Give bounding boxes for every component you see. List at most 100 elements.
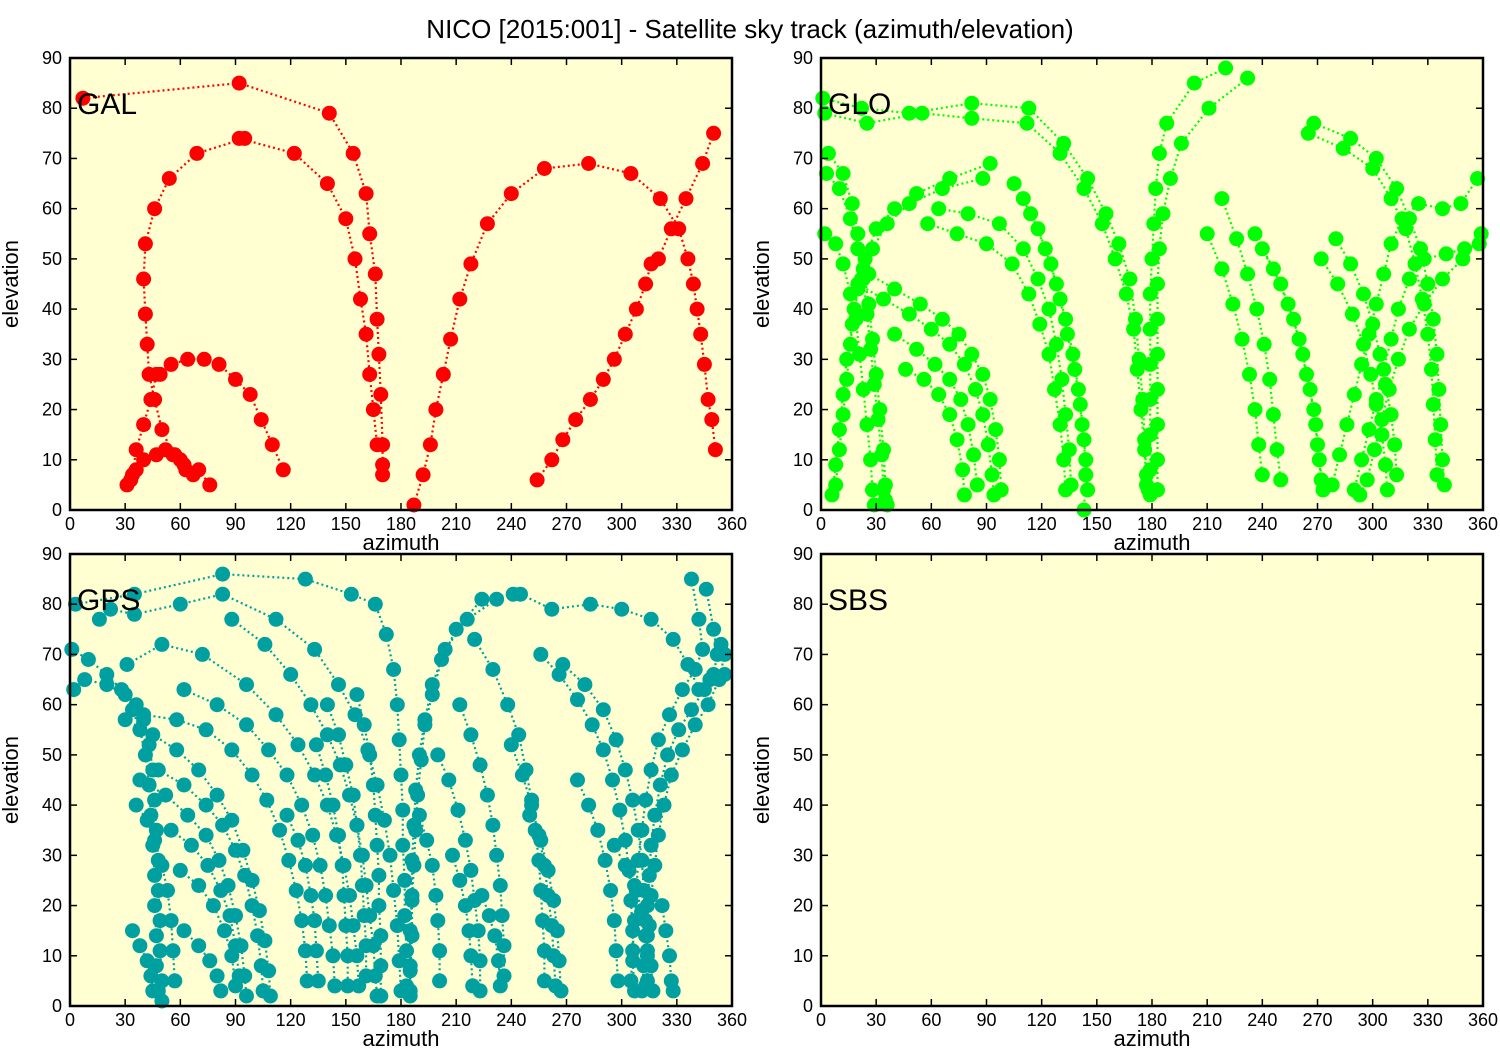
data-point <box>1247 402 1263 418</box>
data-point <box>441 772 457 788</box>
data-point <box>581 797 597 813</box>
y-tick-label: 50 <box>42 745 62 765</box>
data-point <box>1199 226 1215 242</box>
data-point <box>161 171 177 186</box>
data-point <box>189 145 205 161</box>
data-point <box>154 636 170 652</box>
data-point <box>1159 115 1175 131</box>
data-point <box>656 797 672 813</box>
data-point <box>338 757 354 773</box>
y-tick-label: 90 <box>793 544 813 564</box>
data-point <box>268 611 284 627</box>
data-point <box>318 888 334 903</box>
data-point <box>850 276 866 292</box>
data-point <box>1379 482 1395 498</box>
data-point <box>835 407 851 423</box>
data-point <box>820 145 836 161</box>
track-line <box>822 97 1150 491</box>
data-point <box>695 156 711 171</box>
y-tick-label: 50 <box>42 249 62 269</box>
data-point <box>1310 437 1325 453</box>
data-point <box>489 591 505 607</box>
y-tick-label: 0 <box>52 996 62 1016</box>
x-tick-label: 30 <box>866 1010 886 1030</box>
x-tick-label: 300 <box>607 514 637 534</box>
x-tick-label: 120 <box>276 514 306 534</box>
data-point <box>595 702 611 718</box>
y-tick-label: 80 <box>793 594 813 614</box>
data-point <box>1150 382 1165 397</box>
data-point <box>1021 286 1037 302</box>
data-point <box>1151 145 1167 161</box>
data-point <box>1473 226 1489 242</box>
data-point <box>128 797 144 813</box>
panel-title: GAL <box>77 88 137 121</box>
data-point <box>343 586 359 602</box>
x-tick-label: 300 <box>607 1010 637 1030</box>
data-point <box>643 958 659 974</box>
data-point <box>1242 366 1257 382</box>
data-point <box>687 717 703 733</box>
data-point <box>242 387 258 402</box>
data-point <box>228 371 243 387</box>
data-point <box>312 857 328 873</box>
data-point <box>325 797 341 813</box>
data-point <box>1383 407 1399 423</box>
data-point <box>275 462 291 478</box>
x-tick-label: 0 <box>816 1010 826 1030</box>
data-point <box>126 586 142 602</box>
data-point <box>253 958 269 974</box>
data-point <box>988 422 1004 438</box>
data-point <box>75 90 91 106</box>
data-point <box>147 201 163 217</box>
y-axis-label: elevation <box>0 736 23 824</box>
data-point <box>176 682 192 698</box>
data-point <box>614 601 630 617</box>
data-point <box>711 672 727 688</box>
y-tick-label: 30 <box>42 845 62 865</box>
y-tick-label: 40 <box>793 299 813 319</box>
data-point <box>397 872 413 888</box>
data-point <box>1299 366 1314 382</box>
data-point <box>125 467 140 483</box>
data-point <box>949 432 965 448</box>
data-point <box>1470 171 1485 186</box>
track-line <box>326 704 368 976</box>
data-point <box>647 807 663 823</box>
x-tick-label: 270 <box>1302 514 1332 534</box>
data-point <box>1378 457 1393 473</box>
data-point <box>674 682 690 698</box>
data-point <box>1186 75 1202 91</box>
data-point <box>369 837 385 853</box>
plot-area <box>70 58 732 510</box>
data-point <box>395 837 411 853</box>
data-point <box>658 923 674 939</box>
data-point <box>831 442 847 458</box>
data-point <box>1133 402 1149 418</box>
data-point <box>1295 346 1311 362</box>
data-point <box>448 621 464 637</box>
data-point <box>288 883 304 898</box>
y-tick-label: 10 <box>793 946 813 966</box>
data-point <box>695 641 711 657</box>
data-point <box>452 291 468 307</box>
data-point <box>687 662 703 677</box>
data-point <box>1173 135 1189 151</box>
data-point <box>975 407 991 423</box>
data-point <box>147 392 163 407</box>
data-point <box>172 596 188 612</box>
data-point <box>365 402 381 418</box>
data-point <box>969 477 985 493</box>
data-point <box>1240 266 1256 282</box>
track-line <box>238 137 379 445</box>
data-point <box>325 948 341 964</box>
data-point <box>132 722 148 738</box>
data-point <box>145 727 161 743</box>
panel-gps: 0 30 60 90 120 150 180 210 240 270 300 330 360 0 10 20 3… <box>0 544 747 1050</box>
x-tick-label: 360 <box>717 514 747 534</box>
x-axis-label: azimuth <box>362 1026 439 1050</box>
data-point <box>137 236 153 252</box>
data-point <box>428 888 444 903</box>
y-axis-label: elevation <box>0 240 23 328</box>
data-point <box>99 667 115 682</box>
